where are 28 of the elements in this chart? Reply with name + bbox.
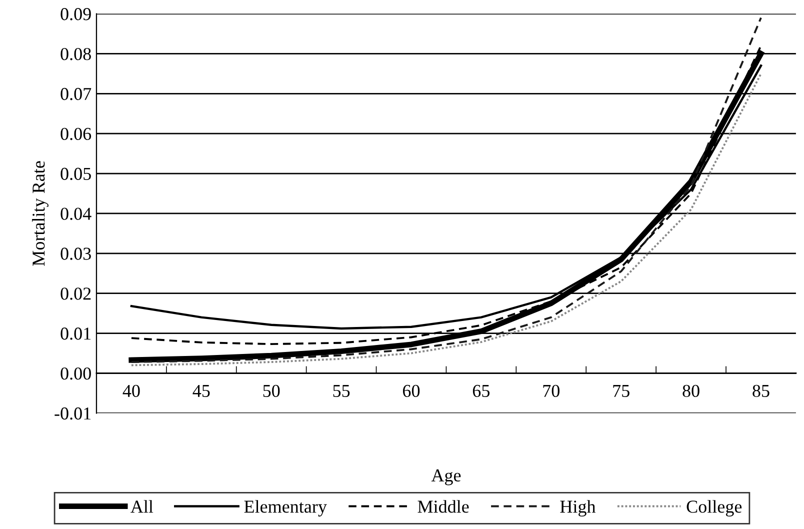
y-tick-label: 0.01 [60, 328, 91, 340]
x-tick-label: 70 [543, 384, 560, 398]
legend-label: High [560, 500, 596, 516]
y-tick-label: 0.00 [60, 367, 91, 380]
y-tick-label: 0.03 [60, 248, 91, 260]
y-tick-label: 0.02 [60, 288, 91, 300]
x-axis-title: Age [431, 469, 461, 486]
x-tick-label: 80 [682, 384, 700, 398]
y-tick-label: 0.09 [60, 8, 91, 20]
legend-label: All [130, 500, 154, 513]
x-tick-label: 65 [472, 384, 490, 398]
x-tick-label: 75 [613, 385, 630, 398]
y-axis-title: Mortality Rate [32, 161, 48, 266]
legend-label: College [686, 500, 742, 516]
y-tick-label: -0.01 [54, 407, 91, 420]
x-tick-label: 45 [192, 384, 210, 398]
legend-label: Middle [418, 500, 469, 513]
y-tick-label: 0.07 [60, 88, 92, 100]
y-tick-label: 0.08 [60, 48, 91, 60]
x-tick-label: 60 [402, 384, 420, 398]
x-tick-label: 50 [263, 384, 280, 398]
y-tick-label: 0.06 [60, 128, 92, 140]
x-tick-label: 85 [752, 384, 770, 398]
y-tick-label: 0.04 [60, 208, 92, 220]
x-tick-label: 40 [122, 384, 140, 398]
legend-label: Elementary [244, 500, 327, 516]
x-tick-label: 55 [333, 385, 350, 398]
y-tick-label: 0.05 [60, 168, 91, 180]
